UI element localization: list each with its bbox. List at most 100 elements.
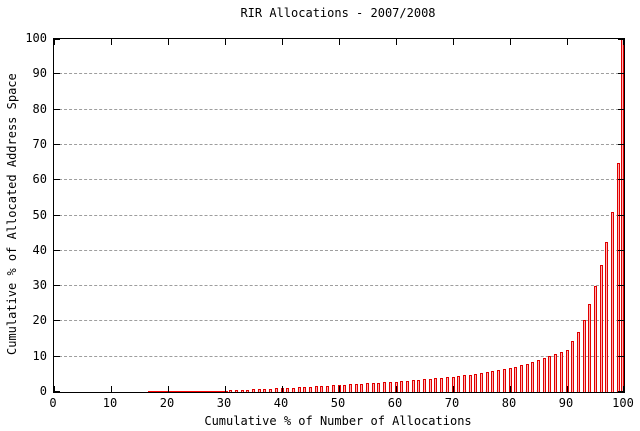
x-tick-label: 0 [49,396,57,410]
y-tick-mark [618,320,624,322]
x-tick-mark [396,386,397,392]
x-tick-mark [510,39,511,45]
x-tick-mark [396,39,397,45]
gridline [54,285,624,287]
y-tick-mark [618,249,624,251]
bar [187,391,194,392]
bar [474,374,478,392]
y-tick-mark [54,73,60,75]
y-tick-label: 60 [32,172,47,187]
x-tick-mark [168,39,169,45]
bar [514,366,518,392]
y-tick-mark [54,179,60,181]
bar [366,383,369,392]
bar [210,391,217,392]
bar [434,378,438,392]
gridline [54,73,624,75]
bar [303,387,307,392]
x-tick-mark [54,39,55,45]
bar [343,384,347,392]
bar [222,391,228,392]
bar [314,386,318,392]
bar [599,264,603,392]
bar [508,368,512,392]
x-tick-mark [510,386,511,392]
x-tick-label: 80 [501,396,517,410]
bar [377,382,381,392]
y-tick-mark [54,355,60,357]
bar [182,391,188,392]
bar [542,358,546,392]
y-tick-mark [54,143,60,145]
gridline [54,179,624,181]
bar [582,319,586,392]
bar [588,303,592,392]
bar [400,381,404,392]
bar [554,353,558,392]
x-tick-mark [54,386,55,392]
y-tick-label: 70 [32,136,47,151]
bar [621,39,624,392]
bar [199,391,206,392]
bar [451,376,455,392]
x-tick-mark [168,386,169,392]
x-tick-mark [339,386,340,392]
bar [269,388,273,392]
y-tick-mark [54,320,60,322]
x-tick-mark [282,386,283,392]
y-tick-label: 0 [39,384,47,398]
bar [257,389,261,392]
gridline [54,143,624,145]
bar [229,390,233,392]
bar [360,383,364,392]
plot-area [53,38,625,393]
bar [525,363,529,392]
x-tick-mark [225,386,226,392]
bar [170,391,177,392]
bar [193,391,200,392]
gridline [54,249,624,251]
y-tick-mark [618,355,624,357]
x-tick-mark [567,39,568,45]
y-tick-label: 100 [25,31,47,45]
bar [423,379,426,392]
x-tick-mark [623,39,624,45]
x-tick-label: 50 [330,396,346,410]
bar [611,211,615,392]
x-tick-mark [111,386,112,392]
bar [616,162,620,392]
chart-title: RIR Allocations - 2007/2008 [240,6,436,20]
bar [388,381,392,392]
bar [234,389,238,392]
gridline [54,320,624,322]
bar [263,388,267,392]
x-tick-mark [453,386,454,392]
x-tick-mark [623,386,624,392]
bar [497,370,501,392]
bar [480,373,483,392]
bar [205,391,211,392]
y-tick-mark [54,39,60,40]
x-tick-mark [339,39,340,45]
y-tick-label: 50 [32,207,47,222]
bar [457,376,461,392]
y-tick-mark [54,391,60,392]
bar [417,379,421,392]
y-tick-mark [618,108,624,110]
bar [286,387,290,392]
bar [309,386,312,392]
bar [502,369,506,392]
bar [594,286,597,392]
bar [165,391,171,392]
bar [153,391,160,392]
bar [485,372,489,392]
bar [159,391,166,392]
x-tick-label: 60 [387,396,403,410]
y-tick-label: 90 [32,66,47,81]
bar [348,384,352,392]
bar [411,380,415,392]
bar [148,391,154,392]
bar [559,351,563,392]
bar [297,387,301,392]
bar [537,360,540,392]
